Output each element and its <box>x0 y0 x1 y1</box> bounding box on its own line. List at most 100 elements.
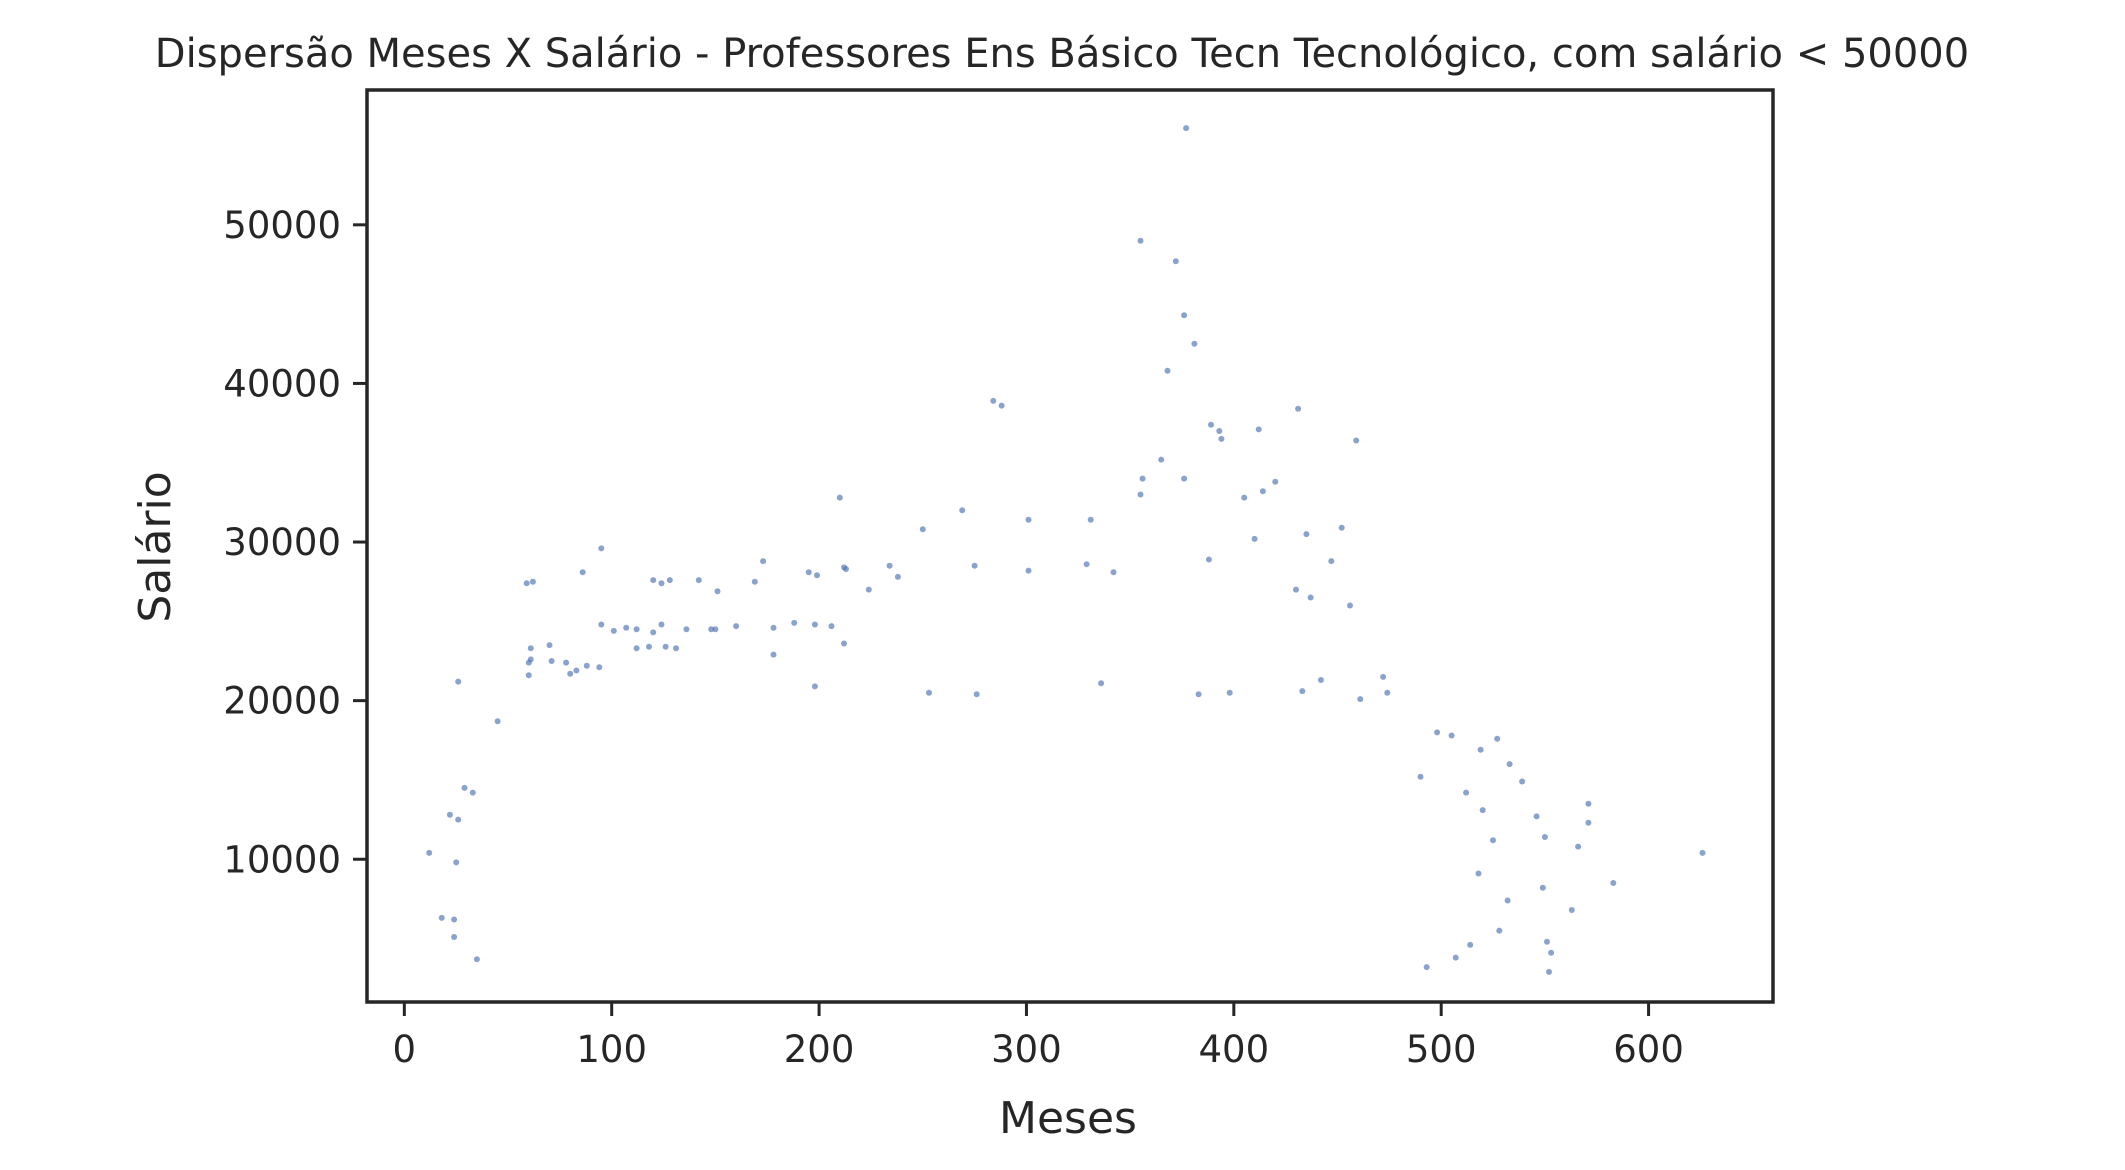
scatter-point <box>633 626 640 633</box>
scatter-point <box>579 569 586 576</box>
scatter-point <box>770 651 777 658</box>
scatter-point <box>1477 746 1484 753</box>
chart-title: Dispersão Meses X Salário - Professores … <box>155 31 1969 77</box>
scatter-point <box>1295 405 1302 412</box>
x-tick-label: 0 <box>393 1028 417 1071</box>
scatter-point <box>1083 561 1090 568</box>
scatter-point <box>1216 428 1223 434</box>
scatter-point <box>959 507 966 514</box>
scatter-point <box>673 645 679 652</box>
scatter-point <box>1303 531 1310 538</box>
scatter-point <box>1328 558 1335 565</box>
scatter-point <box>1317 677 1324 683</box>
scatter-point <box>598 545 605 552</box>
scatter-point <box>1137 491 1144 498</box>
scatter-point <box>1475 870 1482 877</box>
scatter-point <box>1434 729 1441 736</box>
points-layer <box>426 125 1706 975</box>
scatter-point <box>1448 732 1455 739</box>
scatter-point <box>1496 927 1503 934</box>
scatter-point <box>1357 696 1364 703</box>
scatter-point <box>886 562 893 569</box>
scatter-point <box>1181 312 1188 319</box>
scatter-point <box>529 578 536 585</box>
scatter-point <box>1137 237 1144 244</box>
scatter-point <box>1506 761 1513 768</box>
x-tick-label: 600 <box>1613 1028 1684 1071</box>
scatter-point <box>1025 567 1032 574</box>
scatter-point <box>1218 435 1225 442</box>
scatter-point <box>658 621 665 628</box>
y-tick-label: 30000 <box>223 521 341 564</box>
scatter-point <box>1610 880 1617 886</box>
scatter-point <box>1494 735 1501 742</box>
scatter-point <box>666 577 673 584</box>
scatter-point <box>751 578 758 585</box>
scatter-point <box>527 656 534 663</box>
scatter-point <box>523 580 530 587</box>
scatter-point <box>1423 964 1430 971</box>
scatter-point <box>1191 340 1198 347</box>
x-tick-label: 500 <box>1406 1028 1477 1071</box>
scatter-point <box>1183 125 1190 132</box>
scatter-point <box>469 789 476 796</box>
scatter-point <box>811 621 818 628</box>
x-axis-label: Meses <box>999 1093 1137 1144</box>
scatter-point <box>1585 800 1592 807</box>
scatter-point <box>1347 602 1353 609</box>
scatter-point <box>658 580 665 587</box>
scatter-point <box>1181 475 1188 482</box>
scatter-point <box>610 627 617 634</box>
scatter-point <box>683 626 690 633</box>
scatter-point <box>1098 680 1105 687</box>
scatter-point <box>1208 421 1214 428</box>
scatter-point <box>461 784 468 791</box>
scatter-point <box>836 494 843 501</box>
scatter-point <box>598 621 605 628</box>
scatter-point <box>573 667 580 674</box>
scatter-point <box>1452 954 1459 961</box>
x-axis: 0 100 200 300 400 500 600 <box>393 1002 1684 1071</box>
scatter-point <box>1585 819 1592 826</box>
scatter-point <box>455 678 462 685</box>
scatter-point <box>1533 813 1540 820</box>
scatter-point <box>1568 907 1575 913</box>
scatter-point <box>527 645 534 652</box>
scatter-point <box>733 623 740 630</box>
scatter-point <box>841 640 847 647</box>
scatter-point <box>894 573 901 580</box>
scatter-point <box>426 849 433 856</box>
scatter-point <box>1195 691 1202 698</box>
scatter-point <box>525 672 532 679</box>
scatter-point <box>1307 594 1314 601</box>
scatter-point <box>473 956 480 963</box>
scatter-point <box>1539 884 1546 891</box>
x-tick-label: 400 <box>1199 1028 1270 1071</box>
scatter-point <box>791 619 798 626</box>
scatter-point <box>1417 773 1424 780</box>
x-tick-label: 100 <box>576 1028 647 1071</box>
scatter-point <box>805 569 812 576</box>
scatter-point <box>1299 688 1306 695</box>
scatter-point <box>583 662 590 669</box>
y-axis: 10000 20000 30000 40000 50000 <box>223 204 367 881</box>
scatter-point <box>973 691 980 698</box>
scatter-point <box>760 558 767 565</box>
scatter-point <box>453 859 460 866</box>
scatter-point <box>708 626 715 633</box>
x-tick-label: 200 <box>784 1028 855 1071</box>
scatter-point <box>1519 778 1526 785</box>
y-axis-label: Salário <box>130 471 181 622</box>
scatter-point <box>1025 516 1032 523</box>
scatter-point <box>567 670 574 677</box>
scatter-point <box>1226 689 1233 696</box>
scatter-point <box>1384 689 1391 696</box>
scatter-point <box>926 689 932 696</box>
scatter-point <box>1380 673 1387 680</box>
scatter-point <box>1504 897 1511 904</box>
scatter-point <box>1463 789 1470 796</box>
scatter-point <box>451 916 458 923</box>
scatter-point <box>1139 475 1146 482</box>
scatter-point <box>494 718 501 725</box>
